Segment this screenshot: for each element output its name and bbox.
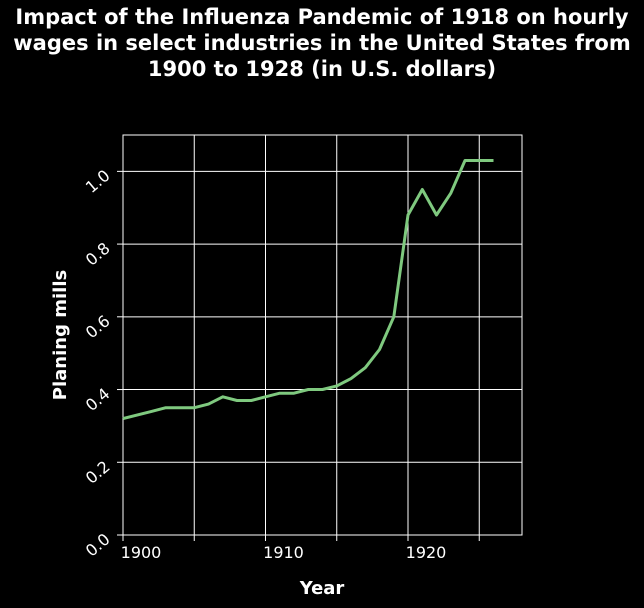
chart-title: Impact of the Influenza Pandemic of 1918… [13,5,631,81]
x-axis-title: Year [299,578,345,599]
y-tick-label: 0.2 [82,457,114,488]
plot-area [122,134,523,536]
y-tick-label: 0.4 [82,384,114,415]
x-tick-label: 1910 [263,543,304,562]
x-tick-label: 1900 [121,543,162,562]
series-line [122,159,494,421]
y-axis-title: Planing mills [50,270,71,400]
series-lines [122,159,494,421]
y-tick-label: 0.8 [82,239,114,270]
x-tick-label: 1920 [406,543,447,562]
y-tick-label: 0.0 [82,530,114,561]
y-tick-label: 0.6 [82,311,114,342]
y-tick-label: 1.0 [82,166,114,197]
